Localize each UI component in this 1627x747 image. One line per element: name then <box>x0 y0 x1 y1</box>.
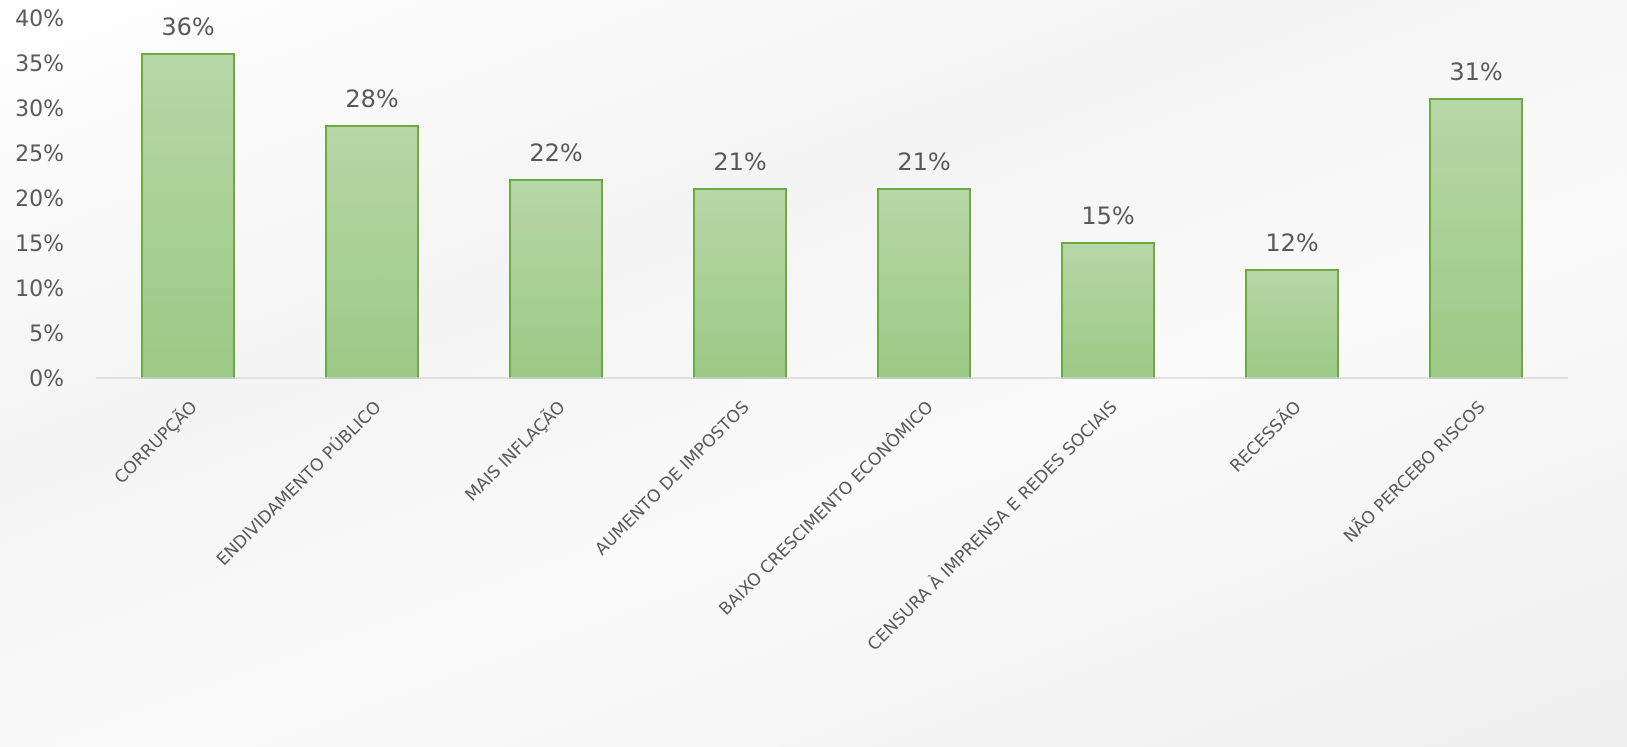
y-tick-label: 10% <box>15 277 64 302</box>
data-label: 22% <box>529 139 582 167</box>
x-axis: CORRUPÇÃO ENDIVIDAMENTO PÚBLICO MAIS INFLA… <box>96 378 1568 655</box>
category-label: ENDIVIDAMENTO PÚBLICO <box>212 396 386 570</box>
y-tick-label: 30% <box>15 97 64 122</box>
bar <box>1062 243 1154 378</box>
y-tick-label: 0% <box>29 367 64 392</box>
y-tick-label: 20% <box>15 187 64 212</box>
bar <box>1430 99 1522 378</box>
category-label: MAIS INFLAÇÃO <box>460 396 569 505</box>
data-label: 31% <box>1449 58 1502 86</box>
category-label: BAIXO CRESCIMENTO ECONÔMICO <box>714 396 938 620</box>
data-label: 36% <box>161 13 214 41</box>
category-label: RECESSÃO <box>1225 396 1305 476</box>
category-label: NÃO PERCEBO RISCOS <box>1339 396 1490 547</box>
data-label: 15% <box>1081 202 1134 230</box>
bar <box>694 189 786 378</box>
y-tick-label: 5% <box>29 322 64 347</box>
y-tick-label: 15% <box>15 232 64 257</box>
data-label: 21% <box>713 148 766 176</box>
bar <box>878 189 970 378</box>
bar <box>326 126 418 378</box>
bar <box>142 54 234 378</box>
data-label: 28% <box>345 85 398 113</box>
category-label: CORRUPÇÃO <box>110 396 202 488</box>
bar <box>510 180 602 378</box>
y-tick-label: 40% <box>15 7 64 32</box>
y-tick-label: 35% <box>15 52 64 77</box>
bar <box>1246 270 1338 378</box>
data-label: 12% <box>1265 229 1318 257</box>
y-axis: 0% 5% 10% 15% 20% 25% 30% 35% 40% <box>15 7 64 392</box>
y-tick-label: 25% <box>15 142 64 167</box>
category-label: AUMENTO DE IMPOSTOS <box>591 397 753 559</box>
data-label: 21% <box>897 148 950 176</box>
